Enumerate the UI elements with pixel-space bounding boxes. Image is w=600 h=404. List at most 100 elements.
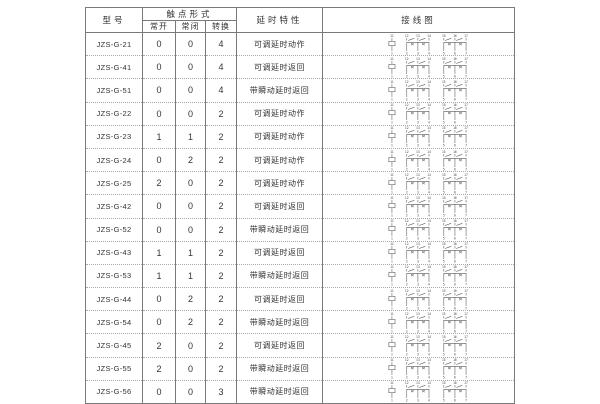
svg-text:6: 6 — [454, 306, 456, 310]
svg-text:14: 14 — [427, 57, 431, 61]
model-cell: JZS-G-55 — [85, 357, 143, 381]
svg-text:7: 7 — [465, 376, 467, 380]
svg-text:5: 5 — [443, 121, 445, 125]
svg-text:14: 14 — [427, 219, 431, 223]
svg-text:3: 3 — [417, 329, 419, 333]
svg-text:2: 2 — [406, 51, 408, 55]
svg-text:7: 7 — [465, 74, 467, 78]
svg-text:11: 11 — [390, 335, 394, 339]
svg-text:5: 5 — [443, 144, 445, 148]
svg-text:15: 15 — [442, 34, 446, 38]
svg-text:12: 12 — [405, 34, 409, 38]
table-row: JZS-G-44 0 2 2 可调延时返回 — [85, 287, 515, 312]
svg-text:1: 1 — [391, 376, 393, 380]
wiring-cell: 11 12 13 14 15 16 17 1 2 3 4 5 6 7 — [322, 357, 515, 381]
svg-text:11: 11 — [390, 266, 394, 270]
svg-text:7: 7 — [465, 97, 467, 101]
svg-text:17: 17 — [464, 173, 468, 177]
svg-text:12: 12 — [405, 173, 409, 177]
svg-text:11: 11 — [390, 196, 394, 200]
svg-text:14: 14 — [427, 80, 431, 84]
svg-text:7: 7 — [465, 51, 467, 55]
delay-cell: 可调延时动作 — [236, 148, 323, 173]
svg-text:15: 15 — [442, 242, 446, 246]
delay-cell: 可调延时动作 — [236, 32, 323, 57]
svg-text:17: 17 — [464, 57, 468, 61]
svg-text:17: 17 — [464, 126, 468, 130]
svg-text:16: 16 — [453, 126, 457, 130]
normally-open-cell: 0 — [142, 55, 176, 80]
svg-text:7: 7 — [465, 236, 467, 240]
svg-text:3: 3 — [417, 213, 419, 217]
svg-text:11: 11 — [390, 219, 394, 223]
svg-text:6: 6 — [454, 121, 456, 125]
svg-text:12: 12 — [405, 126, 409, 130]
wiring-diagram: 11 12 13 14 15 16 17 1 2 3 4 5 6 7 — [388, 196, 468, 217]
svg-text:15: 15 — [442, 381, 446, 385]
svg-text:13: 13 — [416, 34, 420, 38]
svg-text:15: 15 — [442, 126, 446, 130]
svg-text:2: 2 — [406, 260, 408, 264]
normally-open-cell: 0 — [142, 310, 176, 335]
svg-text:7: 7 — [465, 121, 467, 125]
svg-text:12: 12 — [405, 312, 409, 316]
svg-text:6: 6 — [454, 74, 456, 78]
svg-text:2: 2 — [406, 376, 408, 380]
svg-text:16: 16 — [453, 150, 457, 154]
svg-text:7: 7 — [465, 213, 467, 217]
svg-text:6: 6 — [454, 97, 456, 101]
normally-closed-cell: 1 — [175, 241, 206, 265]
svg-text:5: 5 — [443, 74, 445, 78]
header-delay: 延时特性 — [236, 7, 323, 33]
svg-text:12: 12 — [405, 266, 409, 270]
svg-text:2: 2 — [406, 283, 408, 287]
changeover-cell: 4 — [205, 78, 237, 103]
wiring-cell: 11 12 13 14 15 16 17 1 2 3 4 5 6 7 — [322, 55, 515, 80]
svg-text:4: 4 — [428, 329, 430, 333]
table-row: JZS-G-51 0 0 4 带瞬动延时返回 — [85, 78, 515, 103]
svg-text:2: 2 — [406, 167, 408, 171]
svg-text:17: 17 — [464, 150, 468, 154]
svg-text:12: 12 — [405, 242, 409, 246]
model-cell: JZS-G-43 — [85, 241, 143, 265]
header-normally-open: 常开 — [142, 20, 176, 33]
svg-text:17: 17 — [464, 103, 468, 107]
svg-text:13: 13 — [416, 57, 420, 61]
svg-text:14: 14 — [427, 34, 431, 38]
svg-text:2: 2 — [406, 236, 408, 240]
svg-text:4: 4 — [428, 352, 430, 356]
changeover-cell: 2 — [205, 125, 237, 149]
delay-cell: 可调延时返回 — [236, 241, 323, 265]
wiring-cell: 11 12 13 14 15 16 17 1 2 3 4 5 6 7 — [322, 264, 515, 289]
svg-text:5: 5 — [443, 97, 445, 101]
svg-text:6: 6 — [454, 213, 456, 217]
normally-closed-cell: 1 — [175, 125, 206, 149]
svg-text:2: 2 — [406, 144, 408, 148]
svg-text:14: 14 — [427, 126, 431, 130]
svg-text:3: 3 — [417, 51, 419, 55]
wiring-diagram: 11 12 13 14 15 16 17 1 2 3 4 5 6 7 — [388, 80, 468, 101]
delay-cell: 可调延时返回 — [236, 287, 323, 312]
svg-text:14: 14 — [427, 103, 431, 107]
delay-cell: 可调延时返回 — [236, 194, 323, 219]
table-row: JZS-G-43 1 1 2 可调延时返回 — [85, 241, 515, 265]
svg-text:17: 17 — [464, 358, 468, 362]
delay-cell: 可调延时动作 — [236, 171, 323, 196]
model-cell: JZS-G-45 — [85, 333, 143, 358]
svg-text:13: 13 — [416, 381, 420, 385]
svg-text:16: 16 — [453, 103, 457, 107]
spec-table: 型号 触点形式 延时特性 接线图 常开 常闭 转换 JZS-G-21 0 0 4… — [85, 7, 515, 404]
table-row: JZS-G-41 0 0 4 可调延时返回 — [85, 55, 515, 80]
normally-closed-cell: 0 — [175, 357, 206, 381]
delay-cell: 带瞬动延时返回 — [236, 380, 323, 404]
normally-closed-cell: 2 — [175, 148, 206, 173]
normally-open-cell: 1 — [142, 264, 176, 289]
svg-text:1: 1 — [391, 399, 393, 403]
normally-open-cell: 0 — [142, 32, 176, 57]
svg-text:5: 5 — [443, 306, 445, 310]
normally-closed-cell: 1 — [175, 264, 206, 289]
normally-closed-cell: 0 — [175, 55, 206, 80]
svg-text:7: 7 — [465, 399, 467, 403]
table-row: JZS-G-21 0 0 4 可调延时动作 — [85, 32, 515, 57]
svg-text:5: 5 — [443, 236, 445, 240]
